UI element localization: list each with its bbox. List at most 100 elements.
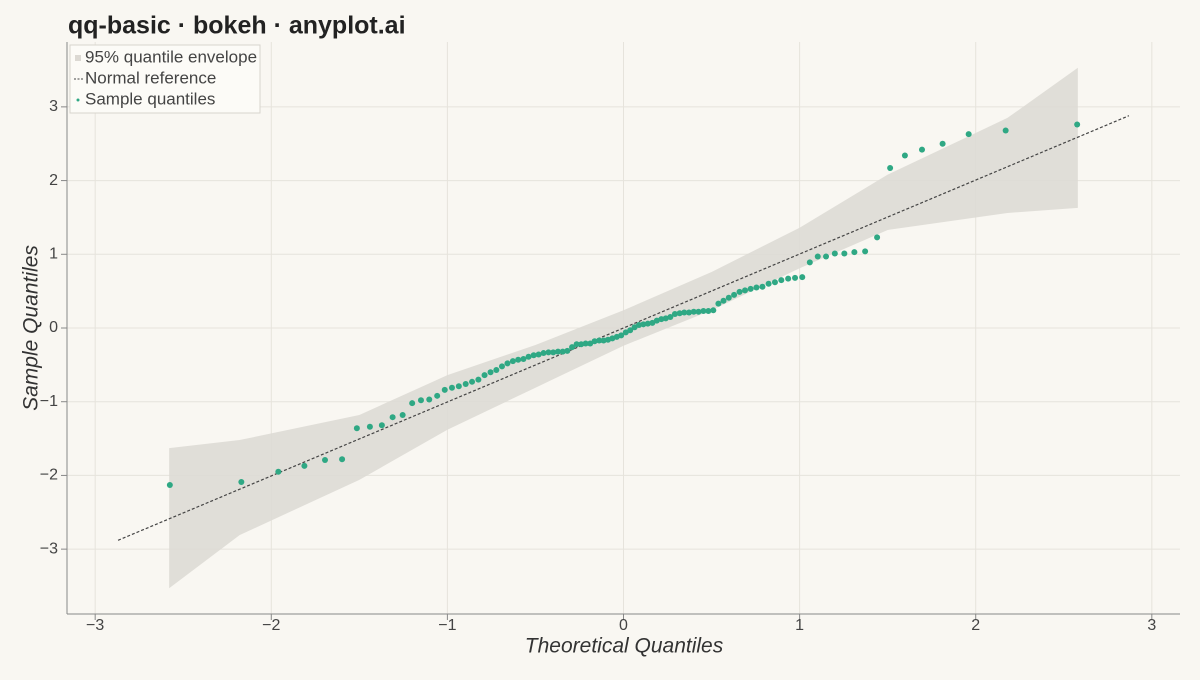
sample-point [771, 279, 778, 286]
sample-point [399, 411, 406, 418]
x-tick-label: −2 [262, 617, 280, 634]
sample-point [525, 353, 532, 360]
sample-point [564, 347, 571, 354]
sample-point [778, 277, 785, 284]
reference-line [117, 115, 1130, 541]
sample-point [493, 367, 500, 374]
sample-point [509, 358, 516, 365]
sample-point [550, 349, 557, 356]
sample-point [448, 384, 455, 391]
y-tick-label: 1 [49, 246, 58, 263]
x-tick-label: 1 [795, 617, 804, 634]
sample-point [653, 317, 660, 324]
sample-point [426, 396, 433, 403]
sample-point [301, 462, 308, 469]
x-axis-label: Theoretical Quantiles [525, 635, 724, 658]
sample-point [530, 352, 537, 359]
sample-point [582, 340, 589, 347]
sample-point [591, 338, 598, 345]
sample-point [275, 468, 282, 475]
sample-point [554, 348, 561, 355]
y-axis-label: Sample Quantiles [20, 245, 43, 411]
sample-point [166, 482, 173, 489]
sample-point [417, 397, 424, 404]
sample-point [690, 308, 697, 315]
sample-point [862, 248, 869, 255]
legend-label: 95% quantile envelope [85, 47, 257, 66]
sample-point [799, 274, 806, 281]
legend-label: Normal reference [85, 68, 216, 87]
sample-point [725, 294, 732, 301]
sample-point [545, 349, 552, 356]
y-tick-label: 2 [49, 172, 58, 189]
legend-label: Sample quantiles [85, 89, 215, 108]
sample-point [487, 369, 494, 376]
y-tick-label: −2 [40, 467, 58, 484]
sample-point [765, 280, 772, 287]
sample-point [321, 456, 328, 463]
sample-point [710, 307, 717, 314]
sample-point [759, 283, 766, 290]
sample-point [475, 376, 482, 383]
sample-point [569, 344, 576, 351]
x-tick-label: 2 [971, 617, 980, 634]
sample-point [676, 310, 683, 317]
sample-point [339, 456, 346, 463]
sample-point [939, 140, 946, 147]
sample-point [389, 414, 396, 421]
x-tick-label: 0 [619, 617, 628, 634]
sample-point [785, 275, 792, 282]
sample-point [353, 425, 360, 432]
sample-point [481, 372, 488, 379]
y-tick-label: −1 [40, 393, 58, 410]
sample-point [667, 313, 674, 320]
sample-point [469, 378, 476, 385]
sample-point [578, 341, 585, 348]
sample-point [559, 348, 566, 355]
sample-point [919, 146, 926, 153]
sample-point [806, 259, 813, 266]
sample-point [658, 316, 665, 323]
sample-point [596, 337, 603, 344]
sample-point [792, 274, 799, 281]
sample-point [618, 332, 625, 339]
sample-point [851, 249, 858, 256]
sample-point [644, 320, 651, 327]
sample-point [627, 327, 634, 334]
y-tick-label: 0 [49, 319, 58, 336]
sample-point [600, 337, 607, 344]
chart-title: qq-basic · bokeh · anyplot.ai [68, 12, 406, 40]
legend-box [69, 44, 261, 114]
sample-point [515, 356, 522, 363]
sample-point [671, 310, 678, 317]
sample-point [831, 250, 838, 257]
sample-point [705, 308, 712, 315]
x-tick-label: −3 [86, 617, 104, 634]
sample-point [823, 253, 830, 260]
sample-point [747, 285, 754, 292]
sample-point [720, 297, 727, 304]
sample-point [462, 381, 469, 388]
quantile-envelope [169, 67, 1078, 589]
sample-point [965, 131, 972, 138]
sample-point [695, 308, 702, 315]
legend-swatch [75, 55, 81, 61]
sample-point [378, 422, 385, 429]
sample-point [573, 341, 580, 348]
sample-point [635, 322, 642, 329]
sample-point [535, 351, 542, 358]
sample-point [736, 288, 743, 295]
sample-point [662, 315, 669, 322]
sample-point [1074, 121, 1081, 128]
sample-point [901, 152, 908, 159]
sample-point [731, 291, 738, 298]
sample-point [700, 308, 707, 315]
sample-point [1002, 127, 1009, 134]
y-tick-label: 3 [49, 98, 58, 115]
sample-point [887, 165, 894, 172]
sample-point [841, 250, 848, 257]
sample-point [520, 355, 527, 362]
sample-point [504, 360, 511, 367]
sample-point [441, 386, 448, 393]
